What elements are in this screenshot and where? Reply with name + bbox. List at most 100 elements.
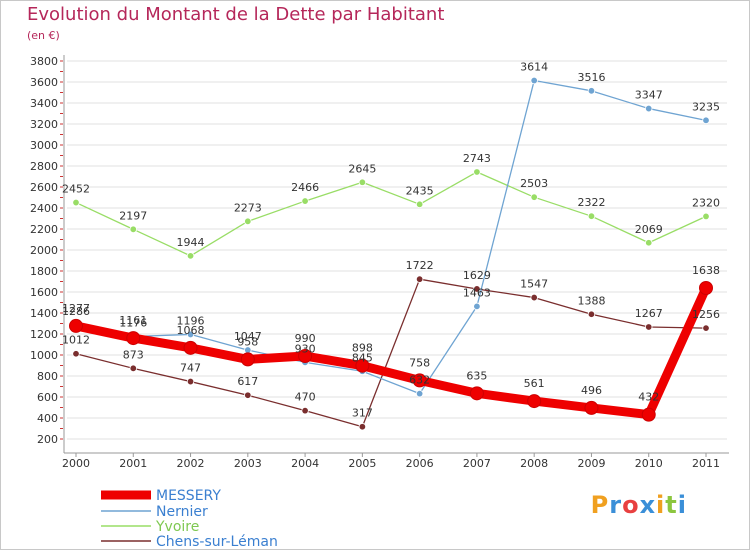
y-tick-label: 3800	[30, 55, 58, 68]
data-label: 635	[466, 369, 487, 382]
y-tick-label: 2000	[30, 244, 58, 257]
x-tick-label: 2011	[692, 457, 720, 470]
y-tick-label: 3200	[30, 118, 58, 131]
x-tick-label: 2009	[577, 457, 605, 470]
data-point	[473, 285, 481, 293]
y-tick-label: 200	[37, 433, 58, 446]
data-label: 1463	[463, 286, 491, 299]
data-label: 1388	[577, 294, 605, 307]
data-label: 2322	[577, 196, 605, 209]
data-label: 1256	[692, 308, 720, 321]
data-point	[530, 193, 538, 201]
data-point	[412, 373, 427, 388]
y-tick-label: 600	[37, 391, 58, 404]
proxiti-logo: Proxiti	[591, 491, 687, 519]
data-label: 617	[237, 375, 258, 388]
x-tick-label: 2001	[119, 457, 147, 470]
data-point	[183, 340, 198, 355]
data-label: 2320	[692, 196, 720, 209]
data-label: 3347	[635, 89, 663, 102]
data-label: 958	[237, 335, 258, 348]
y-tick-label: 2400	[30, 202, 58, 215]
y-tick-label: 800	[37, 370, 58, 383]
data-label: 3235	[692, 100, 720, 113]
legend-label: Chens-sur-Léman	[156, 534, 278, 549]
series-line-nernier	[75, 79, 707, 395]
legend-label: Yvoire	[155, 519, 199, 535]
y-tick-label: 2800	[30, 160, 58, 173]
data-label: 1547	[520, 278, 548, 291]
data-point	[527, 394, 542, 409]
data-point	[244, 217, 252, 226]
data-label: 2503	[520, 177, 548, 190]
data-point	[587, 212, 596, 220]
data-point	[702, 212, 710, 221]
data-point	[584, 400, 599, 415]
x-tick-label: 2006	[406, 457, 434, 470]
logo-letter: x	[639, 491, 657, 519]
x-tick-label: 2005	[348, 457, 376, 470]
data-point	[186, 377, 195, 386]
legend-label: MESSERY	[156, 488, 221, 504]
data-point	[415, 389, 424, 398]
y-tick-label: 2200	[30, 223, 58, 236]
data-point	[645, 239, 653, 247]
x-tick-label: 2007	[463, 457, 491, 470]
data-label: 930	[295, 342, 316, 355]
data-point	[415, 275, 424, 283]
data-point	[699, 281, 713, 296]
data-point	[301, 406, 309, 415]
x-tick-label: 2010	[635, 457, 663, 470]
data-label: 2466	[291, 181, 319, 194]
data-label: 317	[352, 407, 373, 420]
y-tick-label: 2600	[30, 181, 58, 194]
data-label: 561	[524, 377, 545, 390]
data-point	[72, 198, 80, 207]
y-tick-label: 3600	[30, 76, 58, 89]
data-label: 2435	[406, 184, 434, 197]
y-tick-label: 1200	[30, 328, 58, 341]
y-tick-label: 1800	[30, 265, 58, 278]
chart-subtitle: (en €)	[27, 29, 60, 42]
data-label: 432	[638, 391, 659, 404]
data-label: 1068	[177, 324, 205, 337]
y-tick-label: 1600	[30, 286, 58, 299]
data-point	[186, 330, 195, 339]
data-label: 2452	[62, 183, 90, 196]
data-label: 1012	[62, 334, 90, 347]
data-point	[530, 293, 538, 302]
data-label: 1176	[119, 317, 147, 330]
data-label: 2197	[119, 209, 147, 222]
data-point	[240, 352, 255, 367]
data-label: 898	[352, 342, 373, 355]
data-point	[72, 350, 80, 358]
data-point	[129, 364, 137, 373]
data-point	[530, 76, 538, 85]
logo-letter: i	[677, 491, 687, 519]
data-label: 470	[295, 391, 316, 404]
data-point	[473, 302, 481, 311]
logo-letter: o	[622, 491, 640, 519]
data-point	[301, 197, 309, 205]
data-label: 3614	[520, 61, 548, 74]
data-point	[186, 252, 195, 260]
data-label: 2645	[348, 162, 376, 175]
data-point	[645, 104, 653, 113]
data-point	[473, 168, 481, 176]
data-point	[298, 349, 313, 364]
data-point	[587, 87, 596, 95]
data-label: 3516	[577, 71, 605, 84]
data-label: 1638	[692, 264, 720, 277]
data-label: 1047	[234, 330, 262, 343]
x-tick-label: 2008	[520, 457, 548, 470]
data-point	[126, 331, 141, 346]
data-label: 873	[123, 348, 144, 361]
series-line-yvoire	[75, 171, 707, 257]
x-tick-label: 2004	[291, 457, 319, 470]
data-label: 1267	[635, 307, 663, 320]
data-label: 2743	[463, 152, 491, 165]
data-label: 1277	[62, 302, 90, 315]
data-label: 1944	[177, 236, 205, 249]
y-tick-label: 3400	[30, 97, 58, 110]
